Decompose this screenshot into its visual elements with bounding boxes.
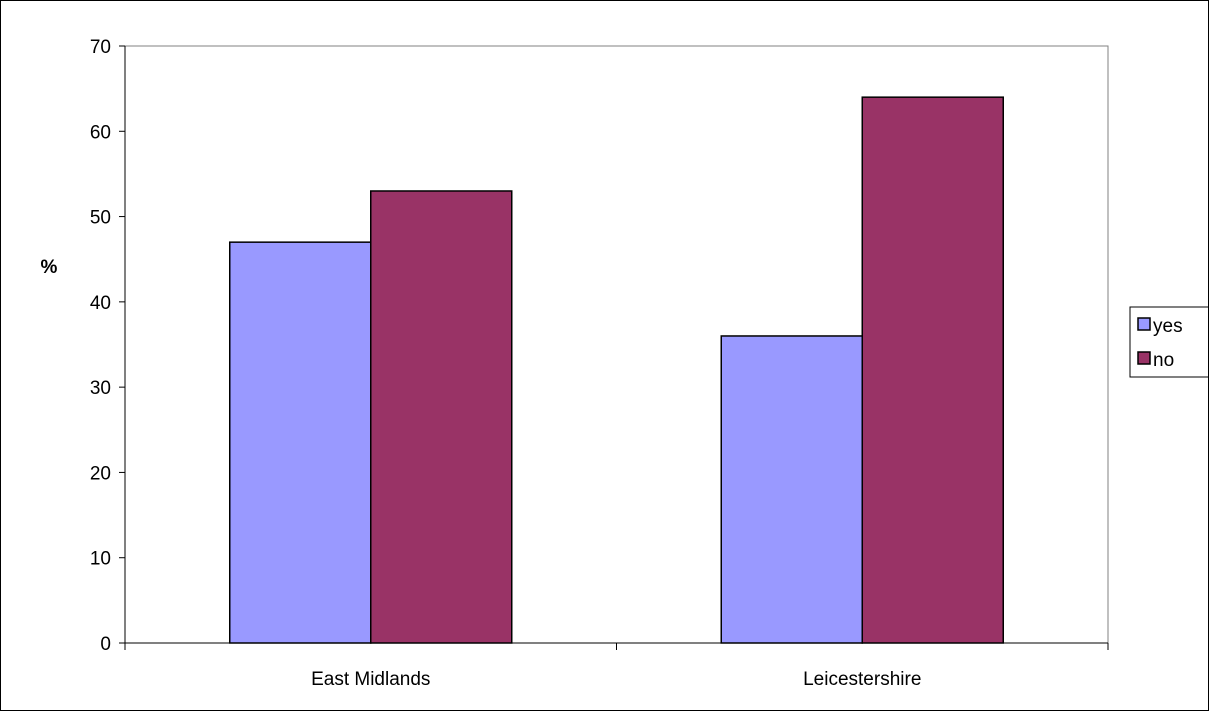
legend-swatch-yes — [1137, 317, 1151, 331]
y-tick-label: 10 — [90, 549, 111, 570]
y-tick-label: 60 — [90, 122, 111, 143]
bar-no-east-midlands — [370, 190, 513, 644]
y-tick-label: 50 — [90, 208, 111, 229]
legend-label-no: no — [1153, 350, 1174, 371]
y-tick-label: 0 — [100, 634, 111, 655]
bar-yes-leicestershire — [720, 335, 863, 644]
x-tick-label: East Midlands — [311, 669, 430, 690]
y-tick-label: 40 — [90, 293, 111, 314]
axes: 0 10 20 30 40 50 60 70 East Midlands Leicestershi… — [90, 37, 1109, 690]
bar-no-leicestershire — [861, 96, 1004, 644]
legend-label-yes: yes — [1153, 316, 1183, 337]
x-tick-label: Leicestershire — [803, 669, 921, 690]
plot-area — [124, 45, 1109, 644]
y-axis-label: % — [41, 257, 58, 278]
y-tick-label: 30 — [90, 378, 111, 399]
legend-swatch-no — [1137, 351, 1151, 365]
y-tick-label: 70 — [90, 37, 111, 58]
y-tick-label: 20 — [90, 463, 111, 484]
legend: yes no — [1129, 306, 1208, 378]
bar-yes-east-midlands — [229, 241, 372, 644]
